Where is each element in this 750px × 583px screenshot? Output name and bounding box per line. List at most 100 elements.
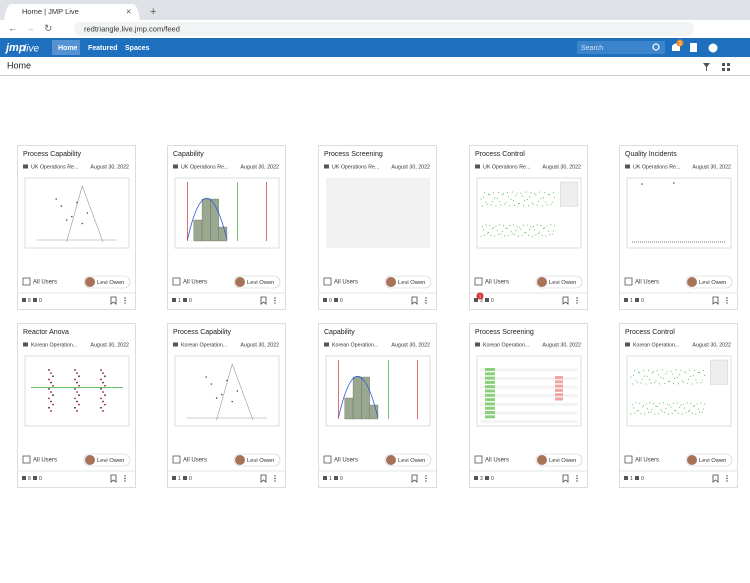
bookmark-icon[interactable] [260, 474, 267, 483]
comments-icon[interactable] [183, 476, 187, 480]
thumb-dot [655, 405, 657, 407]
card[interactable]: Quality Incidents UK Operations Re... Augu… [619, 145, 738, 310]
author-chip[interactable] [83, 275, 131, 289]
card[interactable]: Reactor Anova Korean Operation... August 3… [17, 323, 136, 488]
forward[interactable]: → [25, 24, 35, 35]
author-chip[interactable] [685, 275, 733, 289]
card[interactable]: Capability Korean Operation... August 30, … [318, 323, 437, 488]
more-icon[interactable] [124, 475, 126, 477]
card[interactable]: Process Capability Korean Operation... Aug… [167, 323, 286, 488]
grid-view-icon[interactable] [722, 63, 730, 71]
more-icon[interactable] [576, 302, 578, 304]
author-chip[interactable] [535, 275, 583, 289]
back[interactable]: ← [8, 24, 18, 35]
more-icon[interactable] [726, 475, 728, 477]
author-chip[interactable] [233, 453, 281, 467]
search-icon[interactable] [652, 43, 660, 51]
more-icon[interactable] [726, 299, 728, 302]
more-icon[interactable] [124, 299, 126, 302]
author-chip[interactable] [83, 453, 131, 467]
views-icon[interactable] [323, 298, 327, 302]
more-icon[interactable] [425, 475, 427, 477]
filter-icon[interactable] [703, 63, 710, 71]
more-icon[interactable] [425, 297, 427, 299]
bookmark-icon[interactable] [712, 296, 719, 305]
comments-icon[interactable] [334, 298, 338, 302]
author-chip[interactable] [384, 275, 432, 289]
tab-close[interactable]: × [126, 6, 131, 16]
more-icon[interactable] [124, 480, 126, 482]
card-comments: 0 [39, 476, 42, 482]
author-chip[interactable] [233, 275, 281, 289]
comments-icon[interactable] [334, 476, 338, 480]
more-icon[interactable] [726, 297, 728, 299]
more-icon[interactable] [576, 477, 578, 480]
more-icon[interactable] [425, 477, 427, 480]
comments-icon[interactable] [33, 298, 37, 302]
comments-icon[interactable] [485, 298, 489, 302]
card[interactable]: Process Screening Korean Operation... Augu… [469, 323, 588, 488]
bookmark-icon[interactable] [110, 296, 117, 305]
views-icon[interactable] [22, 298, 26, 302]
more-icon[interactable] [425, 480, 427, 482]
more-icon[interactable] [274, 480, 276, 482]
more-icon[interactable] [425, 302, 427, 304]
tab[interactable] [4, 4, 140, 20]
more-icon[interactable] [124, 297, 126, 299]
views-icon[interactable] [474, 298, 478, 302]
help-icon[interactable] [708, 43, 718, 53]
more-icon[interactable] [576, 480, 578, 482]
views-icon[interactable] [22, 476, 26, 480]
more-icon[interactable] [274, 477, 276, 480]
card[interactable]: Capability UK Operations Re... August 30, … [167, 145, 286, 310]
comments-icon[interactable] [635, 298, 639, 302]
views-icon[interactable] [323, 476, 327, 480]
more-icon[interactable] [124, 477, 126, 480]
nav-item[interactable]: Spaces [125, 45, 150, 52]
bookmark-icon[interactable] [562, 296, 569, 305]
card[interactable]: Process Control UK Operations Re... August… [469, 145, 588, 310]
author-chip[interactable] [685, 453, 733, 467]
bookmark-icon[interactable] [411, 474, 418, 483]
omnibox[interactable] [74, 22, 694, 36]
card[interactable]: Process Capability UK Operations Re... Aug… [17, 145, 136, 310]
more-icon[interactable] [425, 299, 427, 302]
more-icon[interactable] [274, 297, 276, 299]
more-icon[interactable] [274, 302, 276, 304]
views-icon[interactable] [624, 298, 628, 302]
bookmark-icon[interactable] [562, 474, 569, 483]
new-tab[interactable]: + [150, 6, 156, 18]
more-icon[interactable] [726, 477, 728, 480]
views-icon[interactable] [172, 298, 176, 302]
author-chip[interactable] [384, 453, 432, 467]
comments-icon[interactable] [485, 476, 489, 480]
card[interactable]: Process Screening UK Operations Re... Augu… [318, 145, 437, 310]
thumb-dot [690, 402, 692, 404]
nav-item[interactable]: Featured [88, 45, 118, 52]
more-icon[interactable] [726, 480, 728, 482]
logo[interactable]: jmp [4, 42, 26, 54]
card[interactable]: Process Control Korean Operation... August… [619, 323, 738, 488]
author-chip[interactable] [535, 453, 583, 467]
views-icon[interactable] [474, 476, 478, 480]
views-icon[interactable] [172, 476, 176, 480]
more-icon[interactable] [124, 302, 126, 304]
comments-icon[interactable] [183, 298, 187, 302]
bookmark-icon[interactable] [110, 474, 117, 483]
bookmark-icon[interactable] [712, 474, 719, 483]
nav-item[interactable]: Home [58, 45, 78, 52]
bookmark-icon[interactable] [260, 296, 267, 305]
more-icon[interactable] [274, 299, 276, 302]
more-icon[interactable] [726, 302, 728, 304]
reload[interactable]: ↻ [44, 24, 52, 35]
docs-icon[interactable] [690, 43, 697, 52]
more-icon[interactable] [576, 475, 578, 477]
views-icon[interactable] [624, 476, 628, 480]
comments-icon[interactable] [33, 476, 37, 480]
more-icon[interactable] [274, 475, 276, 477]
search-box[interactable] [577, 41, 665, 54]
more-icon[interactable] [576, 297, 578, 299]
more-icon[interactable] [576, 299, 578, 302]
bookmark-icon[interactable] [411, 296, 418, 305]
comments-icon[interactable] [635, 476, 639, 480]
